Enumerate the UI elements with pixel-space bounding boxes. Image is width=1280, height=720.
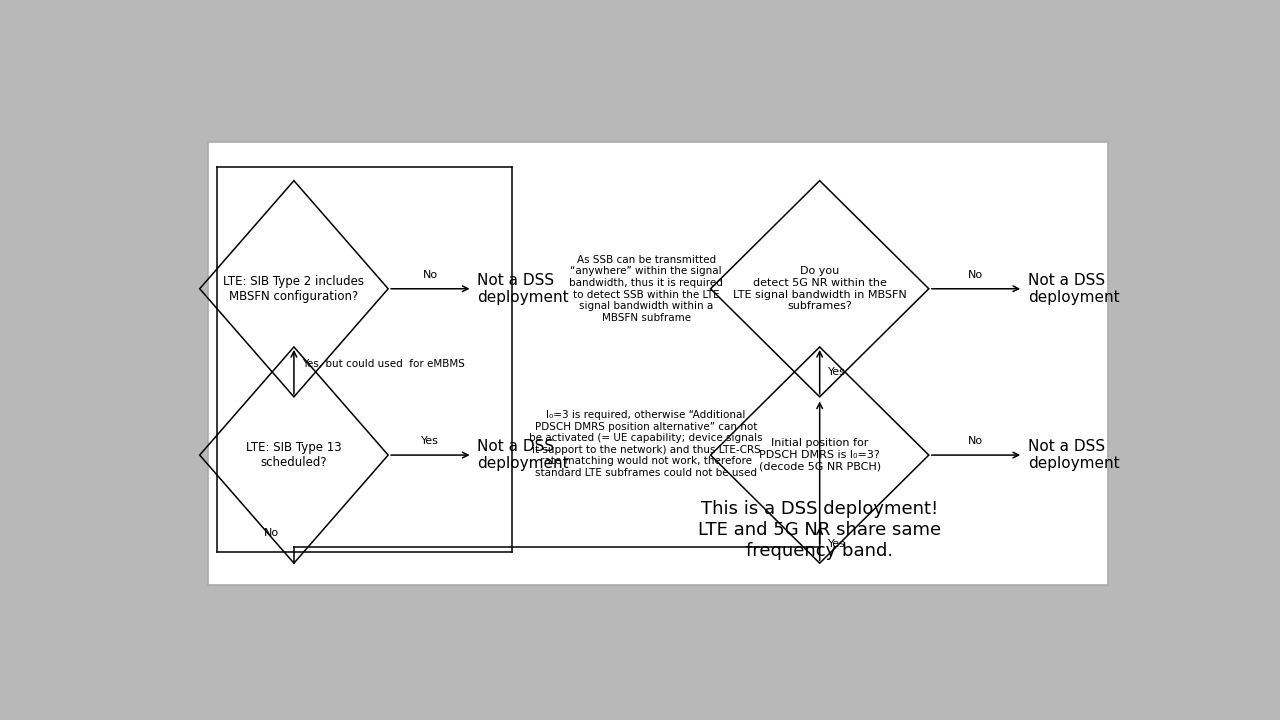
Text: l₀=3 is required, otherwise “Additional
PDSCH DMRS position alternative” can not: l₀=3 is required, otherwise “Additional … (529, 410, 763, 478)
Text: LTE: SIB Type 2 includes
MBSFN configuration?: LTE: SIB Type 2 includes MBSFN configura… (224, 275, 365, 302)
Text: No: No (969, 436, 983, 446)
Text: Do you
detect 5G NR within the
LTE signal bandwidth in MBSFN
subframes?: Do you detect 5G NR within the LTE signa… (733, 266, 906, 311)
FancyBboxPatch shape (207, 142, 1108, 585)
Text: No: No (422, 270, 438, 280)
Text: No: No (969, 270, 983, 280)
Text: Yes: Yes (828, 539, 846, 549)
Text: Initial position for
PDSCH DMRS is l₀=3?
(decode 5G NR PBCH): Initial position for PDSCH DMRS is l₀=3?… (759, 438, 881, 472)
Text: Yes: Yes (421, 436, 439, 446)
Text: Not a DSS
deployment: Not a DSS deployment (1028, 273, 1120, 305)
Text: No: No (264, 528, 279, 538)
Text: This is a DSS deployment!
LTE and 5G NR share same
frequency band.: This is a DSS deployment! LTE and 5G NR … (698, 500, 941, 559)
Text: Not a DSS
deployment: Not a DSS deployment (477, 439, 570, 472)
Text: Not a DSS
deployment: Not a DSS deployment (1028, 439, 1120, 472)
Text: Yes: Yes (828, 367, 846, 377)
Text: Not a DSS
deployment: Not a DSS deployment (477, 273, 570, 305)
Text: As SSB can be transmitted
“anywhere” within the signal
bandwidth, thus it is req: As SSB can be transmitted “anywhere” wit… (570, 255, 723, 323)
Text: LTE: SIB Type 13
scheduled?: LTE: SIB Type 13 scheduled? (246, 441, 342, 469)
Text: Yes, but could used  for eMBMS: Yes, but could used for eMBMS (302, 359, 465, 369)
